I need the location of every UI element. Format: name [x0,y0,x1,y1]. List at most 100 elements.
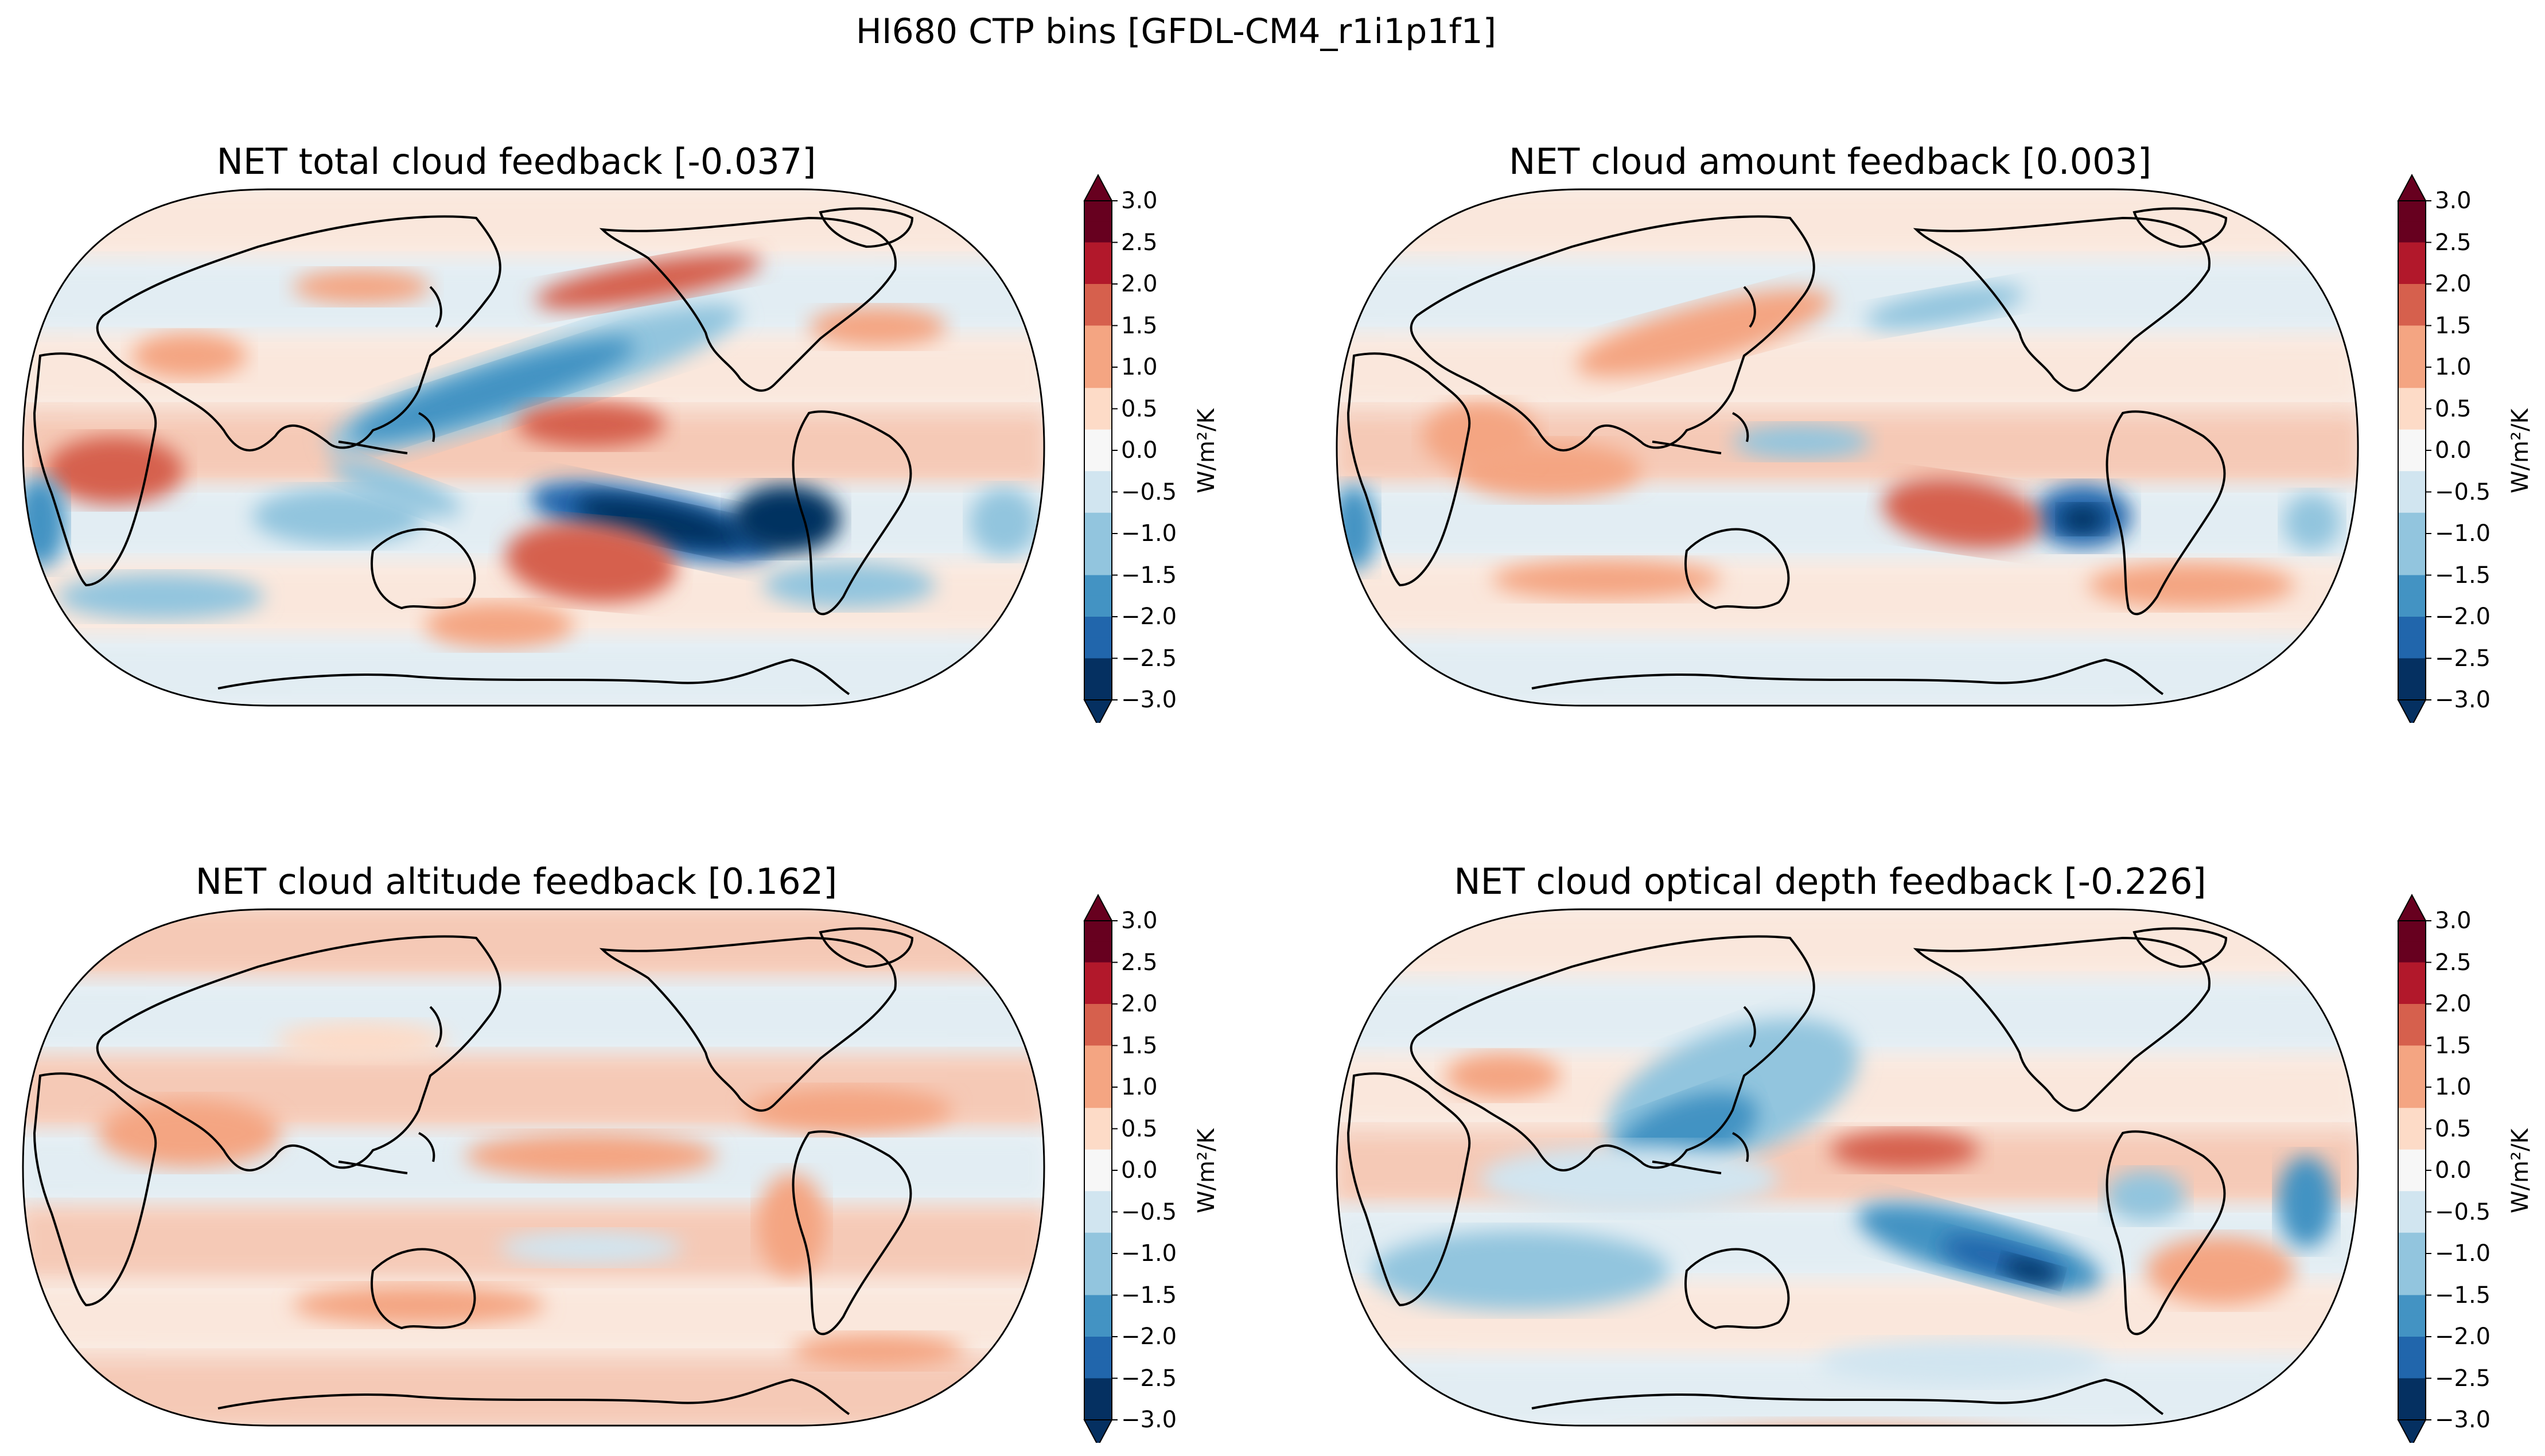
colorbar-segment [1084,921,1112,942]
colorbar-segment [2398,1128,2426,1150]
colorbar-tick-label: 3.0 [1121,188,1158,214]
colorbar-extend-max [1083,893,1113,921]
coastline [429,286,442,328]
colorbar-segment [2398,1149,2426,1171]
colorbar-segment [2398,595,2426,617]
panel-title: NET cloud optical depth feedback [-0.226… [1454,861,2207,902]
colorbar-segment [1084,1274,1112,1295]
field-anomaly [2278,1156,2335,1248]
colorbar-tick-label: −1.5 [2435,562,2491,589]
colorbar-segment [1084,1066,1112,1088]
field-anomaly [1446,1053,1561,1099]
colorbar-segment [1084,305,1112,326]
colorbar-segment [2398,1066,2426,1088]
colorbar-tick-label: 0.0 [2435,1157,2472,1184]
coastline [217,658,850,695]
field-anomaly [809,307,947,347]
coastline [338,441,408,454]
colorbar-tick-label: 2.5 [1121,229,1158,256]
field-anomaly [1480,1144,1779,1213]
colorbar-segment [2398,941,2426,963]
colorbar-segment [1084,595,1112,617]
colorbar-segment [2398,1004,2426,1025]
field-anomaly [499,1231,683,1265]
coastline [792,410,912,616]
field-anomaly [465,1133,717,1179]
colorbar-segment [1084,962,1112,984]
colorbar-segment [1084,617,1112,638]
field-anomaly [1423,402,1538,470]
colorbar-tick-label: −1.0 [2435,520,2491,547]
colorbar-segment [2398,1232,2426,1254]
colorbar-segment [2398,637,2426,659]
field-anomaly [275,1021,447,1061]
coastline [1531,1378,2164,1415]
colorbar-tick-label: −0.5 [1121,1198,1177,1225]
colorbar-segment [1084,284,1112,305]
colorbar-segment [1084,367,1112,388]
colorbar-tick-label: 1.0 [2435,354,2472,380]
panel-title: NET cloud amount feedback [0.003] [1508,141,2152,182]
colorbar-segment [2398,471,2426,492]
colorbar-segment [1084,408,1112,430]
colorbar-tick-label: −1.5 [2435,1282,2491,1309]
field-anomaly [757,1173,826,1276]
coastline [792,1130,912,1336]
coastline [1531,658,2164,695]
coastline [418,1132,435,1162]
field-anomaly [792,1334,964,1368]
field-anomaly [2060,505,2106,534]
colorbar-segment [1084,1025,1112,1046]
colorbar-segment [2398,388,2426,409]
colorbar-segment [1084,1378,1112,1400]
colorbar-tick-label: −2.0 [2435,1323,2491,1350]
colorbar-segment [1084,1191,1112,1212]
coastline [1684,1248,1790,1330]
colorbar-tick-label: −0.5 [2435,478,2491,505]
field-anomaly [2146,1236,2295,1305]
map-outline [1336,188,2359,707]
colorbar-segment [2398,242,2426,264]
coastline [599,216,897,392]
colorbar-segment [1084,429,1112,451]
field-anomaly [1733,425,1870,459]
colorbar-segment [1084,1108,1112,1129]
colorbar-tick-label: −2.5 [1121,1365,1177,1392]
panel-amount: NET cloud amount feedback [0.003] [1314,141,2545,726]
colorbar-segment [2398,201,2426,222]
colorbar: 3.0 2.5 2.0 1.5 1.0 0.5 0.0 −0.5 −1.0 −1.5 −2.0 −2.… [2392,172,2542,723]
colorbar-segment [1084,1357,1112,1379]
colorbar-tick-label: −1.5 [1121,562,1177,589]
colorbar-tick-label: 2.5 [1121,949,1158,976]
colorbar-tick-label: −3.0 [1121,687,1177,713]
coastline [1913,936,2211,1112]
colorbar-tick-label: 0.5 [2435,395,2472,422]
field-anomaly [1337,485,1377,571]
colorbar-tick-label: 3.0 [1121,908,1158,934]
colorbar-segment [1084,534,1112,555]
colorbar-segment [2398,512,2426,534]
colorbar-tick-label: 0.5 [1121,395,1158,422]
field-band [23,909,1044,979]
colorbar-segment [1084,388,1112,409]
map-outline [22,908,1045,1427]
colorbar-segment [2398,1337,2426,1358]
colorbar-segment [1084,1087,1112,1108]
colorbar-tick-label: 1.5 [1121,1032,1158,1059]
colorbar-tick-label: 2.5 [2435,949,2472,976]
colorbar-segment [1084,1004,1112,1025]
colorbar-svg [2397,893,2431,1443]
colorbar-segment [1084,941,1112,963]
colorbar-segment [2398,263,2426,285]
coastline [418,412,435,442]
colorbar-segment [1084,1045,1112,1067]
colorbar-label: W/m²/K [2507,1128,2534,1213]
field-anomaly [1492,559,1721,599]
colorbar-label: W/m²/K [2507,408,2534,493]
coastline [96,215,501,451]
map-altitude [22,908,1045,1427]
colorbar-svg [2397,173,2431,723]
coastline [1743,286,1756,328]
colorbar-tick-label: −1.0 [1121,1240,1177,1267]
colorbar-segment [1084,201,1112,222]
